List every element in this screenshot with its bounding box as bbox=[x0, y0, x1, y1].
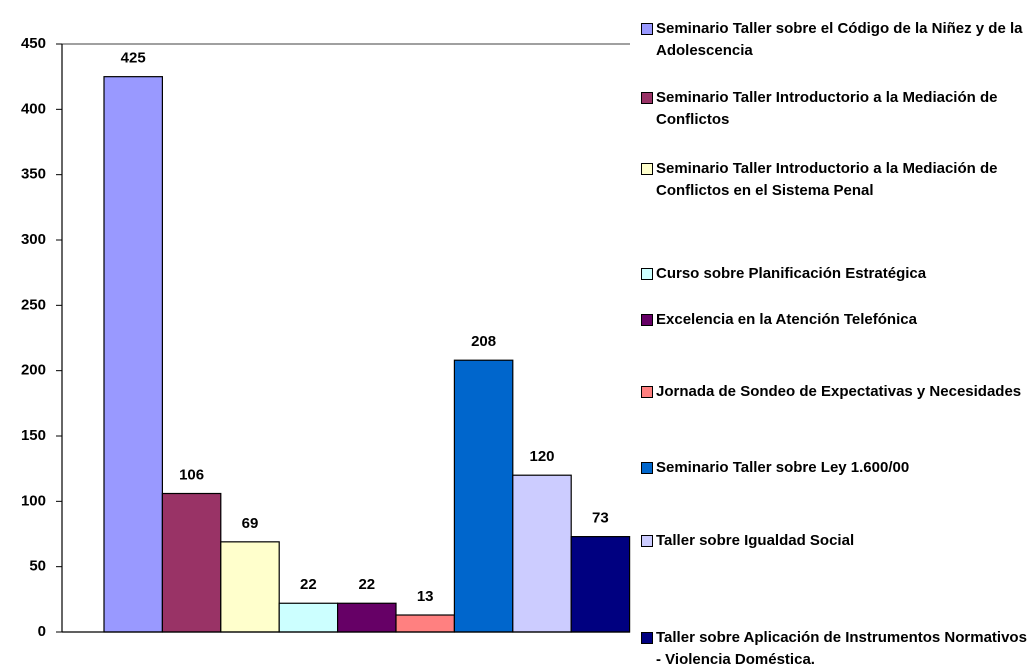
legend-item: Taller sobre Aplicación de Instrumentos … bbox=[641, 627, 1033, 669]
legend-swatch bbox=[641, 23, 653, 35]
data-label: 425 bbox=[121, 50, 146, 67]
data-label: 120 bbox=[529, 448, 554, 465]
y-tick-label: 350 bbox=[21, 166, 46, 183]
y-tick-label: 50 bbox=[29, 558, 46, 575]
legend-label: Seminario Taller Introductorio a la Medi… bbox=[656, 89, 998, 128]
legend-item: Seminario Taller sobre el Código de la N… bbox=[641, 18, 1033, 62]
legend-label: Taller sobre Igualdad Social bbox=[656, 532, 855, 549]
y-tick-label: 200 bbox=[21, 362, 46, 379]
y-tick-label: 300 bbox=[21, 231, 46, 248]
legend-label: Seminario Taller Introductorio a la Medi… bbox=[656, 160, 998, 199]
y-tick-label: 150 bbox=[21, 427, 46, 444]
legend-label: Seminario Taller sobre Ley 1.600/00 bbox=[656, 459, 910, 476]
bar bbox=[570, 536, 631, 633]
y-tick-label: 0 bbox=[38, 623, 46, 640]
legend-label: Taller sobre Aplicación de Instrumentos … bbox=[656, 629, 1027, 668]
data-label: 73 bbox=[592, 510, 609, 527]
bar bbox=[220, 541, 280, 633]
legend-item: Seminario Taller sobre Ley 1.600/00 bbox=[641, 457, 1033, 479]
legend-item: Jornada de Sondeo de Expectativas y Nece… bbox=[641, 381, 1033, 403]
legend-label: Jornada de Sondeo de Expectativas y Nece… bbox=[656, 383, 1022, 400]
data-label: 22 bbox=[358, 576, 375, 593]
legend-label: Seminario Taller sobre el Código de la N… bbox=[656, 20, 1023, 59]
legend-label: Curso sobre Planificación Estratégica bbox=[656, 265, 927, 282]
bar bbox=[453, 359, 514, 633]
legend-item: Excelencia en la Atención Telefónica bbox=[641, 309, 1033, 331]
bar bbox=[278, 602, 339, 633]
legend-swatch bbox=[641, 632, 653, 644]
legend-swatch bbox=[641, 314, 653, 326]
data-label: 22 bbox=[300, 576, 317, 593]
legend-swatch bbox=[641, 386, 653, 398]
legend-item: Taller sobre Igualdad Social bbox=[641, 530, 1033, 552]
data-label: 13 bbox=[417, 588, 434, 605]
legend-item: Seminario Taller Introductorio a la Medi… bbox=[641, 158, 1033, 202]
legend-swatch bbox=[641, 163, 653, 175]
y-tick-label: 450 bbox=[21, 35, 46, 52]
bar bbox=[395, 614, 456, 633]
legend-swatch bbox=[641, 535, 653, 547]
legend-swatch bbox=[641, 268, 653, 280]
y-tick-label: 400 bbox=[21, 100, 46, 117]
data-label: 106 bbox=[179, 466, 204, 483]
bar bbox=[103, 76, 164, 633]
bar bbox=[161, 492, 222, 633]
y-tick-label: 100 bbox=[21, 492, 46, 509]
y-tick-label: 250 bbox=[21, 296, 46, 313]
bar bbox=[512, 474, 572, 633]
legend-label: Excelencia en la Atención Telefónica bbox=[656, 311, 917, 328]
data-label: 69 bbox=[242, 515, 259, 532]
legend-swatch bbox=[641, 462, 653, 474]
legend-swatch bbox=[641, 92, 653, 104]
legend-item: Seminario Taller Introductorio a la Medi… bbox=[641, 87, 1033, 131]
data-label: 208 bbox=[471, 333, 496, 350]
bar bbox=[337, 602, 397, 633]
legend-item: Curso sobre Planificación Estratégica bbox=[641, 263, 1033, 285]
